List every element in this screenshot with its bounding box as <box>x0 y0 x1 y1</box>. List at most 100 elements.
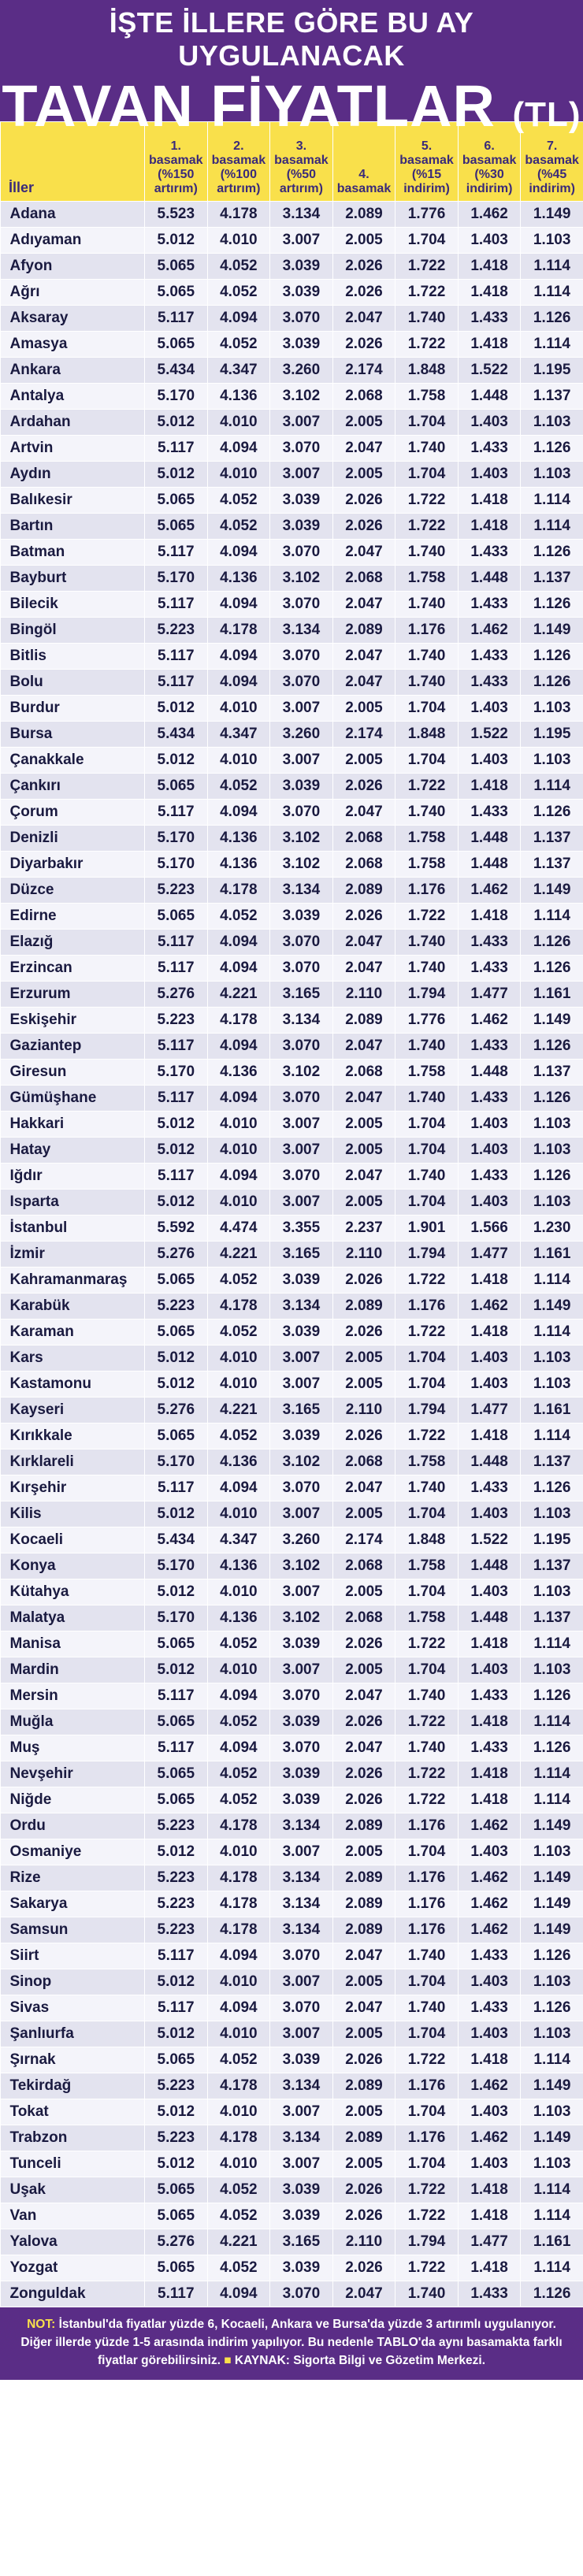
price-cell: 4.052 <box>207 1267 271 1294</box>
price-cell: 4.094 <box>207 929 271 956</box>
city-name-cell: Bitlis <box>0 643 145 670</box>
price-cell: 1.418 <box>458 253 522 280</box>
price-cell: 2.026 <box>332 487 396 514</box>
price-cell: 1.704 <box>395 409 459 436</box>
table-row: Kütahya 5.012 4.010 3.007 2.005 1.704 1.403 1.1… <box>0 1579 583 1605</box>
price-cell: 3.134 <box>269 1007 333 1034</box>
price-cell: 4.052 <box>207 279 271 306</box>
price-cell: 1.137 <box>520 565 583 592</box>
table-row: Tunceli 5.012 4.010 3.007 2.005 1.704 1.403 1.1… <box>0 2151 583 2177</box>
city-name-cell: Bingöl <box>0 617 145 644</box>
price-cell: 1.740 <box>395 799 459 826</box>
price-cell: 1.418 <box>458 1267 522 1294</box>
price-cell: 5.065 <box>144 2047 208 2073</box>
price-cell: 1.137 <box>520 851 583 878</box>
price-cell: 3.039 <box>269 331 333 358</box>
price-cell: 5.117 <box>144 1085 208 1112</box>
price-cell: 1.477 <box>458 981 522 1008</box>
page-header: İŞTE İLLERE GÖRE BU AY UYGULANACAK TAVAN… <box>0 0 583 139</box>
price-cell: 1.103 <box>520 1657 583 1683</box>
city-name-cell: Sakarya <box>0 1891 145 1917</box>
column-header-step-2: 2. basamak (%100 artırım) <box>206 121 271 202</box>
price-cell: 2.047 <box>332 955 396 982</box>
price-cell: 2.089 <box>332 1865 396 1891</box>
city-name-cell: Bartın <box>0 513 145 540</box>
table-row: Çorum 5.117 4.094 3.070 2.047 1.740 1.433 1.126 <box>0 799 583 826</box>
price-cell: 1.176 <box>395 1293 459 1320</box>
price-cell: 1.704 <box>395 747 459 774</box>
price-cell: 5.065 <box>144 2255 208 2281</box>
table-row: Niğde 5.065 4.052 3.039 2.026 1.722 1.418 1.114 <box>0 1787 583 1813</box>
price-cell: 3.007 <box>269 2151 333 2177</box>
price-cell: 3.007 <box>269 1657 333 1683</box>
price-cell: 1.403 <box>458 1111 522 1138</box>
price-cell: 5.012 <box>144 1189 208 1216</box>
city-name-cell: Samsun <box>0 1917 145 1943</box>
price-cell: 5.170 <box>144 1449 208 1475</box>
price-cell: 3.007 <box>269 747 333 774</box>
price-cell: 5.012 <box>144 461 208 488</box>
price-cell: 1.794 <box>395 2229 459 2255</box>
price-cell: 3.070 <box>269 955 333 982</box>
price-cell: 5.117 <box>144 539 208 566</box>
price-cell: 1.704 <box>395 1969 459 1995</box>
price-cell: 1.403 <box>458 409 522 436</box>
price-cell: 4.010 <box>207 747 271 774</box>
price-cell: 1.758 <box>395 1605 459 1631</box>
price-cell: 1.704 <box>395 695 459 722</box>
note-label: NOT: <box>27 2318 56 2331</box>
price-cell: 5.065 <box>144 279 208 306</box>
source-marker-icon: ■ <box>224 2354 232 2367</box>
price-cell: 2.026 <box>332 1631 396 1657</box>
price-cell: 1.433 <box>458 799 522 826</box>
price-cell: 1.704 <box>395 2099 459 2125</box>
table-row: Denizli 5.170 4.136 3.102 2.068 1.758 1.448 1.1… <box>0 825 583 852</box>
city-name-cell: Düzce <box>0 877 145 904</box>
table-row: Malatya 5.170 4.136 3.102 2.068 1.758 1.448 1.1… <box>0 1605 583 1631</box>
price-cell: 1.126 <box>520 591 583 618</box>
price-cell: 1.114 <box>520 1787 583 1813</box>
price-cell: 2.047 <box>332 1475 396 1501</box>
price-cell: 4.347 <box>207 721 271 748</box>
price-cell: 5.065 <box>144 773 208 800</box>
price-cell: 1.403 <box>458 1839 522 1865</box>
price-cell: 1.403 <box>458 1579 522 1605</box>
price-cell: 5.223 <box>144 617 208 644</box>
price-cell: 4.094 <box>207 591 271 618</box>
price-cell: 5.065 <box>144 1423 208 1449</box>
price-cell: 5.065 <box>144 1267 208 1294</box>
price-cell: 4.052 <box>207 903 271 930</box>
price-cell: 2.026 <box>332 2177 396 2203</box>
table-row: Bingöl 5.223 4.178 3.134 2.089 1.176 1.462 1.14… <box>0 617 583 644</box>
price-cell: 1.149 <box>520 2125 583 2151</box>
price-cell: 2.110 <box>332 981 396 1008</box>
city-name-cell: Zonguldak <box>0 2281 145 2307</box>
price-cell: 3.165 <box>269 1397 333 1423</box>
table-row: Ankara 5.434 4.347 3.260 2.174 1.848 1.522 1.19… <box>0 357 583 384</box>
price-cell: 1.114 <box>520 1319 583 1346</box>
table-row: Karabük 5.223 4.178 3.134 2.089 1.176 1.462 1.1… <box>0 1293 583 1320</box>
price-cell: 1.758 <box>395 383 459 410</box>
price-cell: 4.136 <box>207 1605 271 1631</box>
price-cell: 1.722 <box>395 2047 459 2073</box>
price-cell: 4.010 <box>207 461 271 488</box>
price-cell: 1.433 <box>458 1033 522 1060</box>
table-row: Erzincan 5.117 4.094 3.070 2.047 1.740 1.433 1.… <box>0 955 583 982</box>
price-cell: 1.126 <box>520 305 583 332</box>
price-cell: 5.012 <box>144 1579 208 1605</box>
city-name-cell: Siirt <box>0 1943 145 1969</box>
column-header-line: 4. <box>358 168 369 181</box>
price-cell: 5.223 <box>144 877 208 904</box>
price-cell: 3.070 <box>269 1033 333 1060</box>
price-cell: 2.047 <box>332 1943 396 1969</box>
price-cell: 1.722 <box>395 279 459 306</box>
page-title-line2: TAVAN FİYATLAR (TL) <box>0 72 583 149</box>
price-cell: 2.089 <box>332 2125 396 2151</box>
price-cell: 1.722 <box>395 1709 459 1735</box>
table-row: Kilis 5.012 4.010 3.007 2.005 1.704 1.403 1.103 <box>0 1501 583 1527</box>
price-cell: 1.114 <box>520 903 583 930</box>
price-cell: 1.403 <box>458 1657 522 1683</box>
city-name-cell: Manisa <box>0 1631 145 1657</box>
price-cell: 5.012 <box>144 1111 208 1138</box>
price-cell: 5.012 <box>144 747 208 774</box>
